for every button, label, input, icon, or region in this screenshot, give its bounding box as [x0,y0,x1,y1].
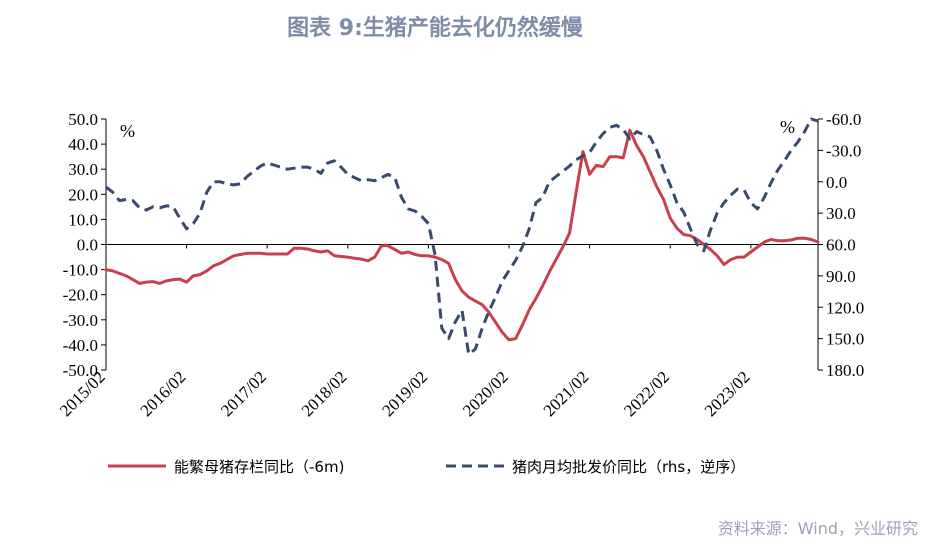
left-tick-label: 0.0 [77,236,98,255]
x-tick-label: 2018/02 [298,367,351,420]
x-tick-label: 2021/02 [540,367,593,420]
series-line-1 [104,128,820,342]
left-tick-label: 40.0 [68,135,98,154]
x-tick-label: 2020/02 [459,367,512,420]
right-tick-label: 180.0 [826,361,864,380]
left-tick-label: 10.0 [68,210,98,229]
left-tick-label: -50.0 [63,361,98,380]
left-tick-label: -10.0 [63,261,98,280]
x-tick-label: 2022/02 [620,367,673,420]
right-tick-label: 120.0 [826,298,864,317]
x-tick-label: 2016/02 [137,367,190,420]
x-tick-label: 2023/02 [701,367,754,420]
left-axis-unit: % [120,121,135,141]
right-axis-unit: % [780,117,795,137]
left-tick-label: 50.0 [68,110,98,129]
left-tick-label: 20.0 [68,185,98,204]
left-tick-label: 30.0 [68,160,98,179]
right-tick-label: -60.0 [826,110,861,129]
chart-title: 图表 9:生猪产能去化仍然缓慢 [287,16,583,41]
source-note: 资料来源：Wind，兴业研究 [717,519,918,538]
right-tick-label: -30.0 [826,141,861,160]
series-lines [104,117,820,356]
right-tick-label: 0.0 [826,173,847,192]
right-tick-label: 90.0 [826,267,856,286]
x-tick-label: 2017/02 [217,367,270,420]
right-tick-label: 60.0 [826,236,856,255]
x-tick-label: 2019/02 [378,367,431,420]
series-line-2 [105,117,819,356]
legend: 能繁母猪存栏同比（-6m) 猪肉月均批发价同比（rhs，逆序） [108,458,745,476]
axes: 50.0 40.0 30.0 20.0 10.0 0.0 -10.0 -20.0 -30.0 -4… [56,110,864,420]
legend-label-2: 猪肉月均批发价同比（rhs，逆序） [512,458,745,476]
left-tick-label: -20.0 [63,286,98,305]
legend-label-1: 能繁母猪存栏同比（-6m) [174,458,344,476]
right-tick-label: 150.0 [826,330,864,349]
right-tick-label: 30.0 [826,204,856,223]
left-tick-label: -40.0 [63,336,98,355]
left-tick-label: -30.0 [63,311,98,330]
